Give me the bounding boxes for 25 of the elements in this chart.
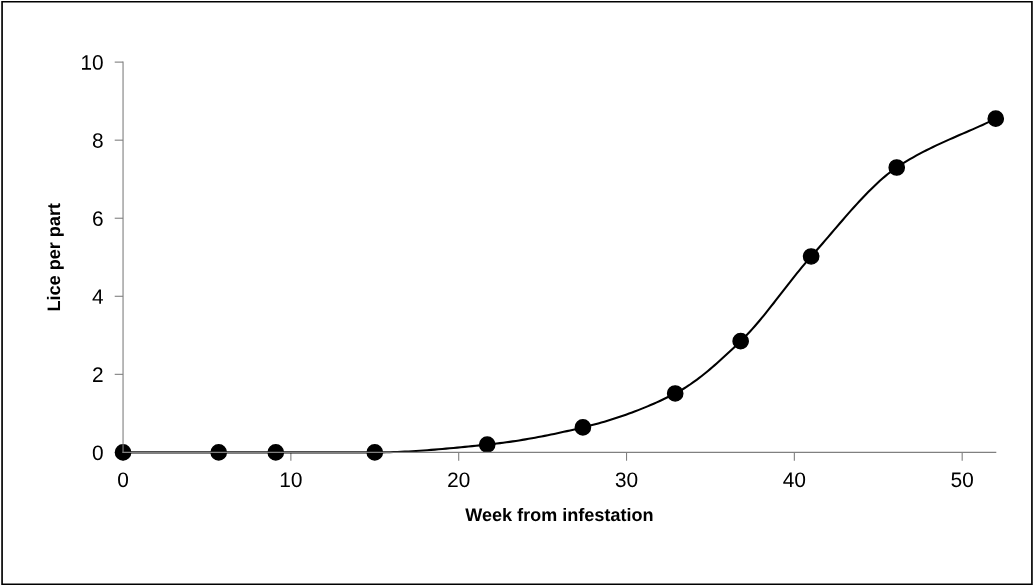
point xyxy=(888,159,906,176)
y-tick-label: 4 xyxy=(92,289,103,304)
point xyxy=(478,436,496,453)
point xyxy=(574,419,592,436)
point xyxy=(366,444,384,461)
point xyxy=(987,110,1005,128)
point xyxy=(267,444,285,461)
x-tick-label: 40 xyxy=(783,472,806,488)
y-tick-label: 10 xyxy=(82,55,103,70)
y-tick-label: 6 xyxy=(93,211,103,226)
x-tick-label: 20 xyxy=(448,472,470,488)
x-tick-label: 0 xyxy=(118,472,129,488)
point xyxy=(114,444,132,461)
point xyxy=(666,385,684,402)
x-tick-label: 30 xyxy=(615,472,638,488)
x-tick-label: 10 xyxy=(280,472,302,488)
y-tick-label: 2 xyxy=(93,367,103,382)
point xyxy=(210,444,228,461)
point xyxy=(802,248,820,265)
y-tick-label: 0 xyxy=(92,445,103,461)
y-axis-title: Lice per part xyxy=(46,203,64,311)
x-tick-label: 50 xyxy=(951,472,973,488)
x-axis-title: Week from infestation xyxy=(465,507,653,522)
point xyxy=(732,332,749,350)
y-tick-label: 8 xyxy=(92,133,103,148)
